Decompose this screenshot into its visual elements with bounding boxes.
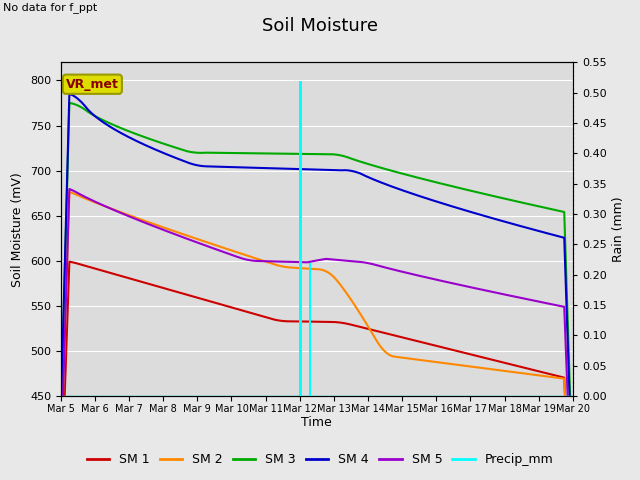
Bar: [308, 263, 311, 396]
Text: Soil Moisture: Soil Moisture: [262, 17, 378, 35]
Y-axis label: Rain (mm): Rain (mm): [612, 196, 625, 262]
Text: No data for f_ppt: No data for f_ppt: [3, 2, 97, 13]
Text: VR_met: VR_met: [66, 78, 119, 91]
Y-axis label: Soil Moisture (mV): Soil Moisture (mV): [12, 172, 24, 287]
Legend: SM 1, SM 2, SM 3, SM 4, SM 5, Precip_mm: SM 1, SM 2, SM 3, SM 4, SM 5, Precip_mm: [81, 448, 559, 471]
X-axis label: Time: Time: [301, 417, 332, 430]
Bar: [299, 81, 302, 396]
